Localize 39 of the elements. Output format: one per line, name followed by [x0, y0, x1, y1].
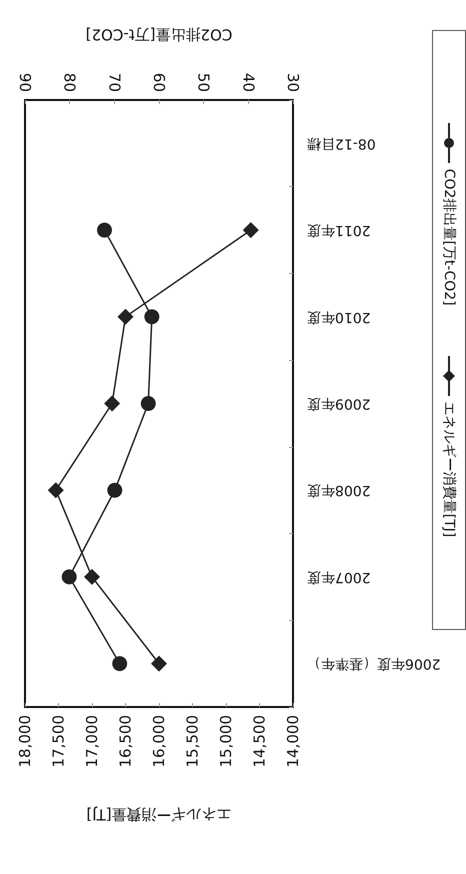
point	[118, 308, 134, 325]
y-tick-label: 2009年度	[307, 396, 371, 412]
x-tick-label: 14,000	[284, 715, 302, 768]
x2-tick-label: 80	[60, 72, 79, 92]
x-tick-label: 14,500	[250, 715, 268, 768]
y-tick-label: 08-12目標	[307, 135, 376, 152]
x2-axis-title: CO2排出量[万t-CO2]	[86, 26, 232, 44]
x-tick-label: 17,000	[83, 715, 101, 768]
y-tick-label: 2007年度	[307, 568, 371, 585]
x-tick-label: 17,500	[50, 715, 68, 768]
x2-tick-label: 50	[194, 72, 213, 92]
point	[107, 482, 122, 498]
y-tick-label: 2011年度	[307, 222, 371, 238]
text: CO2排出量[万t-CO2]	[440, 168, 458, 306]
point	[62, 569, 77, 584]
y-tick-label: 2010年度	[307, 308, 371, 325]
point	[97, 222, 112, 238]
x-tick-label: 15,000	[217, 715, 235, 768]
x2-tick-label: 40	[239, 72, 258, 92]
point	[242, 222, 259, 238]
x-tick-label: 16,500	[116, 715, 134, 768]
y-tick-label: 2008年度	[307, 482, 371, 498]
x-tick-label: 18,000	[16, 715, 34, 768]
x2-tick-label: 60	[150, 72, 168, 92]
x2-tick-label: 70	[105, 72, 124, 92]
text: エネルギー消費量[TJ]	[440, 402, 458, 538]
point	[140, 396, 156, 411]
x2-tick-label: 90	[16, 72, 34, 92]
x-tick-label: 16,000	[150, 715, 168, 768]
point	[48, 482, 64, 498]
x-axis-title: エネルギー消費量[TJ]	[86, 806, 232, 824]
point	[104, 396, 120, 412]
x2-tick-label: 30	[284, 72, 302, 92]
x-tick-label: 15,500	[184, 715, 202, 768]
point	[112, 656, 128, 672]
point	[151, 656, 167, 672]
point	[84, 568, 100, 585]
point	[144, 309, 160, 324]
y-tick-label: 2006年度（基準年）	[307, 656, 441, 672]
